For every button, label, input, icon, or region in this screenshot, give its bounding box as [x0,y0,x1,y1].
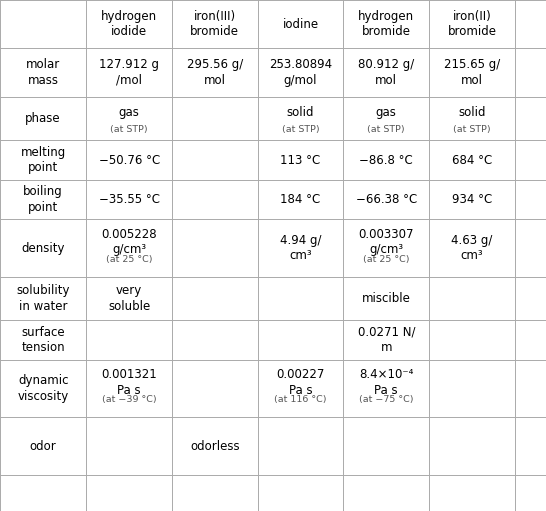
Text: iron(III)
bromide: iron(III) bromide [191,10,239,38]
Text: (at 25 °C): (at 25 °C) [363,255,410,264]
Text: 0.00227
Pa s: 0.00227 Pa s [276,368,325,397]
Text: 4.94 g/
cm³: 4.94 g/ cm³ [280,234,322,262]
Text: surface
tension: surface tension [21,326,65,354]
Text: (at STP): (at STP) [110,125,148,134]
Text: −66.38 °C: −66.38 °C [355,193,417,206]
Text: 4.63 g/
cm³: 4.63 g/ cm³ [452,234,492,262]
Text: 934 °C: 934 °C [452,193,492,206]
Text: boiling
point: boiling point [23,185,63,214]
Text: −35.55 °C: −35.55 °C [99,193,159,206]
Text: solid: solid [458,106,486,119]
Text: 184 °C: 184 °C [281,193,321,206]
Text: −86.8 °C: −86.8 °C [359,154,413,167]
Text: (at STP): (at STP) [453,125,491,134]
Text: solubility
in water: solubility in water [16,284,70,313]
Text: hydrogen
bromide: hydrogen bromide [358,10,414,38]
Text: 0.003307
g/cm³: 0.003307 g/cm³ [359,228,414,256]
Text: miscible: miscible [362,292,411,305]
Text: 215.65 g/
mol: 215.65 g/ mol [444,58,500,87]
Text: 0.0271 N/
m: 0.0271 N/ m [358,326,415,354]
Text: −50.76 °C: −50.76 °C [98,154,160,167]
Text: (at 25 °C): (at 25 °C) [106,255,152,264]
Text: molar
mass: molar mass [26,58,60,87]
Text: 127.912 g
/mol: 127.912 g /mol [99,58,159,87]
Text: 253.80894
g/mol: 253.80894 g/mol [269,58,332,87]
Text: very
soluble: very soluble [108,284,150,313]
Text: (at 116 °C): (at 116 °C) [274,396,327,404]
Text: (at −39 °C): (at −39 °C) [102,396,157,404]
Text: odor: odor [30,440,56,453]
Text: 8.4×10⁻⁴
Pa s: 8.4×10⁻⁴ Pa s [359,368,413,397]
Text: 0.005228
g/cm³: 0.005228 g/cm³ [102,228,157,256]
Text: dynamic
viscosity: dynamic viscosity [17,375,69,403]
Text: iodine: iodine [282,18,319,31]
Text: 295.56 g/
mol: 295.56 g/ mol [187,58,243,87]
Text: phase: phase [25,112,61,125]
Text: hydrogen
iodide: hydrogen iodide [101,10,157,38]
Text: odorless: odorless [190,440,240,453]
Text: 80.912 g/
mol: 80.912 g/ mol [358,58,414,87]
Text: 0.001321
Pa s: 0.001321 Pa s [101,368,157,397]
Text: gas: gas [118,106,140,119]
Text: 684 °C: 684 °C [452,154,492,167]
Text: gas: gas [376,106,397,119]
Text: (at STP): (at STP) [367,125,405,134]
Text: iron(II)
bromide: iron(II) bromide [448,10,496,38]
Text: 113 °C: 113 °C [281,154,321,167]
Text: density: density [21,242,65,254]
Text: solid: solid [287,106,314,119]
Text: melting
point: melting point [21,146,66,174]
Text: (at −75 °C): (at −75 °C) [359,396,413,404]
Text: (at STP): (at STP) [282,125,319,134]
